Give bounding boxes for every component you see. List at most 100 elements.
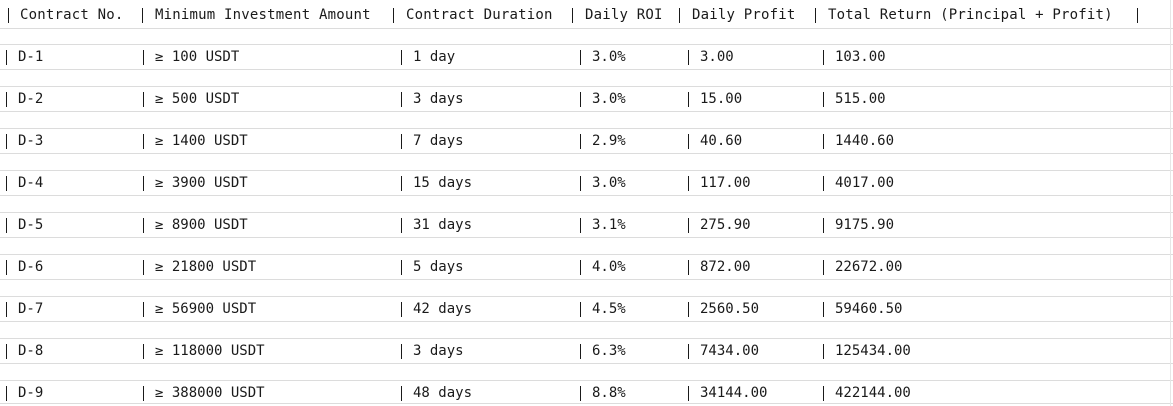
header-contract-no: Contract No. <box>20 7 124 23</box>
gridline <box>0 403 1173 404</box>
column-separator <box>580 386 581 401</box>
cell-total-return: 59460.50 <box>835 301 903 317</box>
column-separator <box>401 50 402 65</box>
column-separator <box>401 218 402 233</box>
gridline <box>0 279 1173 280</box>
cell-minimum-investment: ≥ 388000 USDT <box>155 385 265 401</box>
gridline <box>0 237 1173 238</box>
column-separator <box>143 302 144 317</box>
column-separator <box>688 386 689 401</box>
cell-minimum-investment: ≥ 21800 USDT <box>155 259 257 275</box>
column-separator <box>143 176 144 191</box>
cell-daily-profit: 117.00 <box>700 175 751 191</box>
table-row: D-5 ≥ 8900 USDT 31 days 3.1% 275.90 9175… <box>0 215 1173 235</box>
cell-daily-profit: 3.00 <box>700 49 734 65</box>
cell-contract-duration: 48 days <box>413 385 473 401</box>
column-separator <box>823 218 824 233</box>
cell-contract-duration: 5 days <box>413 259 464 275</box>
column-separator <box>580 260 581 275</box>
column-separator <box>393 8 394 23</box>
header-total-return: Total Return (Principal + Profit) <box>828 7 1113 23</box>
column-separator <box>1137 8 1138 23</box>
table-row: D-1 ≥ 100 USDT 1 day 3.0% 3.00 103.00 <box>0 47 1173 67</box>
column-separator <box>572 8 573 23</box>
column-separator <box>580 218 581 233</box>
cell-total-return: 1440.60 <box>835 133 895 149</box>
column-separator <box>401 92 402 107</box>
table-row: D-6 ≥ 21800 USDT 5 days 4.0% 872.00 2267… <box>0 257 1173 277</box>
column-separator <box>688 260 689 275</box>
header-contract-duration: Contract Duration <box>406 7 553 23</box>
cell-minimum-investment: ≥ 118000 USDT <box>155 343 265 359</box>
cell-daily-roi: 8.8% <box>592 385 626 401</box>
cell-contract-no: D-1 <box>18 49 44 65</box>
column-separator <box>6 260 7 275</box>
cell-contract-no: D-7 <box>18 301 44 317</box>
column-separator <box>401 302 402 317</box>
cell-contract-duration: 1 day <box>413 49 456 65</box>
column-separator <box>143 218 144 233</box>
cell-minimum-investment: ≥ 56900 USDT <box>155 301 257 317</box>
cell-minimum-investment: ≥ 100 USDT <box>155 49 240 65</box>
cell-contract-duration: 15 days <box>413 175 473 191</box>
cell-contract-no: D-2 <box>18 91 44 107</box>
cell-daily-profit: 15.00 <box>700 91 743 107</box>
gridline <box>0 128 1173 129</box>
cell-daily-roi: 4.0% <box>592 259 626 275</box>
table-row: D-9 ≥ 388000 USDT 48 days 8.8% 34144.00 … <box>0 383 1173 403</box>
gridline <box>0 338 1173 339</box>
cell-minimum-investment: ≥ 8900 USDT <box>155 217 248 233</box>
column-separator <box>6 134 7 149</box>
gridline <box>0 195 1173 196</box>
column-separator <box>143 344 144 359</box>
column-separator <box>580 344 581 359</box>
cell-daily-profit: 275.90 <box>700 217 751 233</box>
column-separator <box>815 8 816 23</box>
cell-daily-roi: 2.9% <box>592 133 626 149</box>
cell-daily-profit: 34144.00 <box>700 385 768 401</box>
cell-total-return: 103.00 <box>835 49 886 65</box>
gridline <box>0 69 1173 70</box>
column-separator <box>823 260 824 275</box>
column-separator <box>6 50 7 65</box>
column-separator <box>401 386 402 401</box>
cell-contract-no: D-9 <box>18 385 44 401</box>
column-separator <box>688 50 689 65</box>
column-separator <box>6 344 7 359</box>
gridline <box>0 296 1173 297</box>
cell-total-return: 515.00 <box>835 91 886 107</box>
cell-minimum-investment: ≥ 1400 USDT <box>155 133 248 149</box>
cell-total-return: 9175.90 <box>835 217 895 233</box>
cell-daily-roi: 6.3% <box>592 343 626 359</box>
column-separator <box>8 8 9 23</box>
cell-minimum-investment: ≥ 3900 USDT <box>155 175 248 191</box>
column-separator <box>6 386 7 401</box>
cell-daily-roi: 4.5% <box>592 301 626 317</box>
column-separator <box>688 92 689 107</box>
column-separator <box>580 92 581 107</box>
cell-daily-roi: 3.0% <box>592 175 626 191</box>
column-separator <box>143 134 144 149</box>
column-separator <box>688 134 689 149</box>
cell-contract-duration: 42 days <box>413 301 473 317</box>
cell-contract-duration: 3 days <box>413 343 464 359</box>
cell-contract-no: D-8 <box>18 343 44 359</box>
column-separator <box>143 260 144 275</box>
column-separator <box>401 176 402 191</box>
gridline <box>0 380 1173 381</box>
cell-contract-no: D-4 <box>18 175 44 191</box>
table-row: D-8 ≥ 118000 USDT 3 days 6.3% 7434.00 12… <box>0 341 1173 361</box>
cell-total-return: 22672.00 <box>835 259 903 275</box>
gridline <box>0 44 1173 45</box>
column-separator <box>143 386 144 401</box>
column-separator <box>401 344 402 359</box>
column-separator <box>823 302 824 317</box>
column-separator <box>401 260 402 275</box>
gridline <box>0 28 1173 29</box>
table-row: D-3 ≥ 1400 USDT 7 days 2.9% 40.60 1440.6… <box>0 131 1173 151</box>
column-separator <box>401 134 402 149</box>
column-separator <box>823 176 824 191</box>
cell-contract-no: D-5 <box>18 217 44 233</box>
column-separator <box>580 50 581 65</box>
column-separator <box>823 92 824 107</box>
